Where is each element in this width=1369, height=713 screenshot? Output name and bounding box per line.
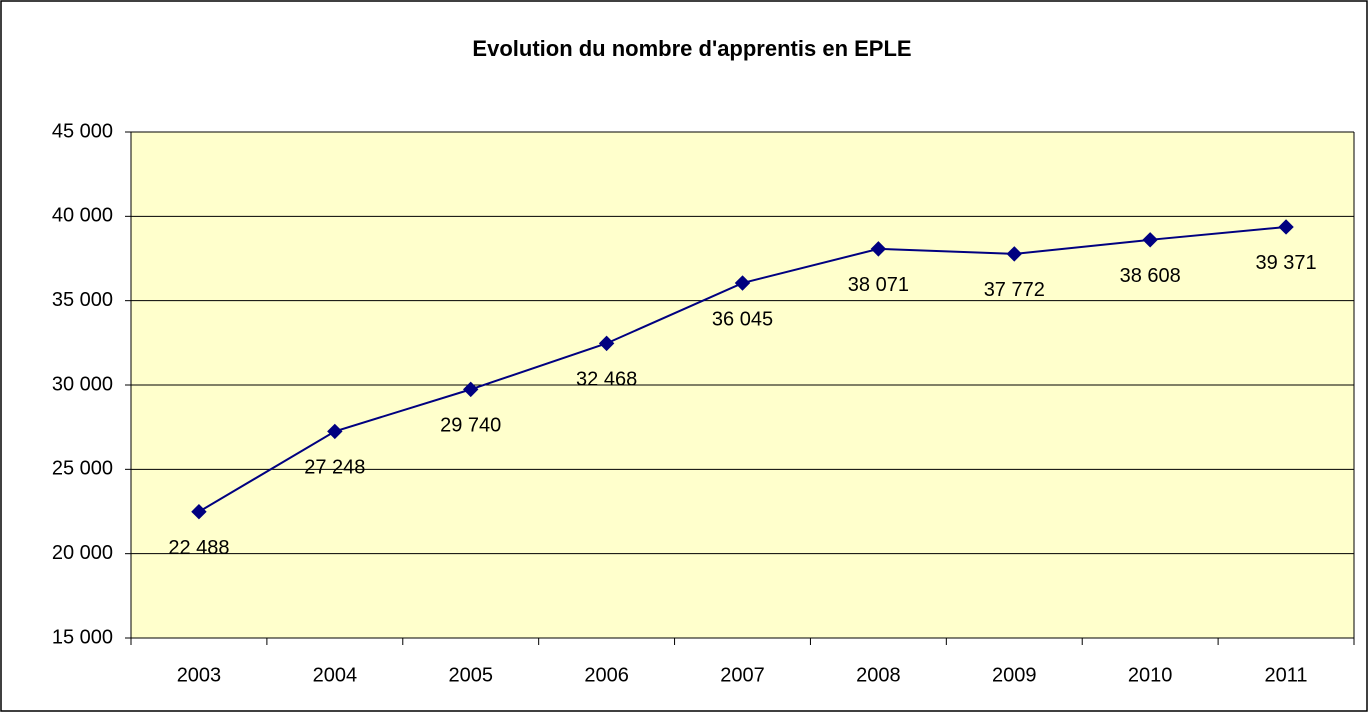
data-label: 32 468 xyxy=(576,369,637,391)
data-label: 39 371 xyxy=(1255,252,1316,274)
x-tick-label: 2007 xyxy=(720,664,765,686)
data-label: 22 488 xyxy=(168,537,229,559)
y-tick-label: 30 000 xyxy=(52,373,113,395)
y-tick-label: 40 000 xyxy=(52,205,113,227)
y-tick-label: 35 000 xyxy=(52,289,113,311)
data-label: 36 045 xyxy=(712,308,773,330)
data-label: 38 071 xyxy=(848,274,909,296)
data-marker xyxy=(1142,232,1158,248)
data-marker xyxy=(327,423,343,440)
data-marker xyxy=(1006,246,1022,262)
data-marker xyxy=(1278,219,1294,235)
x-tick-label: 2004 xyxy=(313,664,358,686)
y-tick-label: 15 000 xyxy=(52,626,113,648)
y-tick-label: 45 000 xyxy=(52,120,113,142)
data-label: 27 248 xyxy=(304,457,365,479)
x-tick-label: 2011 xyxy=(1265,664,1308,686)
data-label: 29 740 xyxy=(440,415,501,437)
data-marker xyxy=(734,275,751,291)
data-marker xyxy=(598,335,615,352)
data-label: 37 772 xyxy=(984,279,1045,301)
x-tick-label: 2008 xyxy=(856,664,901,686)
data-marker xyxy=(463,381,479,398)
y-tick-label: 20 000 xyxy=(52,542,113,564)
x-tick-label: 2010 xyxy=(1128,664,1173,686)
chart-title: Evolution du nombre d'apprentis en EPLE xyxy=(472,36,911,61)
data-marker xyxy=(870,241,887,257)
x-tick-label: 2003 xyxy=(177,664,222,686)
x-tick-label: 2009 xyxy=(992,664,1037,686)
x-tick-label: 2005 xyxy=(448,664,493,686)
data-label: 38 608 xyxy=(1120,265,1181,287)
data-marker xyxy=(191,503,207,520)
x-tick-label: 2006 xyxy=(584,664,629,686)
y-tick-label: 25 000 xyxy=(52,458,113,480)
